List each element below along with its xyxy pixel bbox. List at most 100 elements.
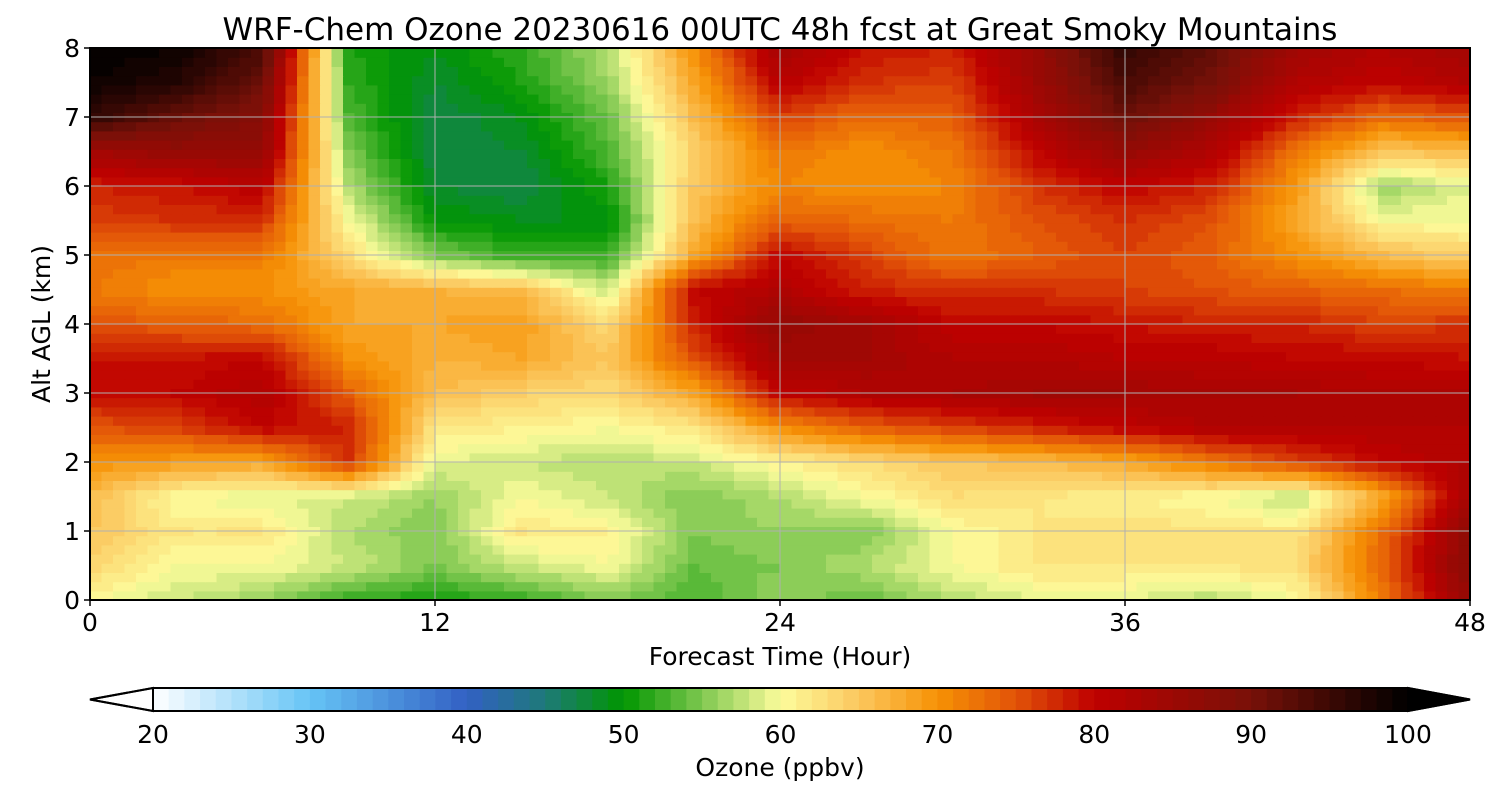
heatmap-cell	[1205, 452, 1218, 463]
heatmap-cell	[216, 590, 229, 601]
heatmap-cell	[366, 222, 379, 233]
heatmap-cell	[124, 360, 137, 371]
heatmap-cell	[1355, 416, 1368, 426]
heatmap-cell	[584, 287, 597, 297]
heatmap-cell	[1424, 222, 1437, 233]
heatmap-cell	[1389, 535, 1402, 546]
heatmap-cell	[1102, 296, 1115, 307]
heatmap-cell	[274, 443, 287, 454]
heatmap-cell	[1458, 278, 1471, 288]
heatmap-cell	[952, 452, 965, 463]
heatmap-cell	[676, 305, 689, 316]
heatmap-cell	[941, 572, 954, 583]
heatmap-cell	[1401, 360, 1414, 371]
heatmap-cell	[262, 296, 275, 307]
heatmap-cell	[1067, 563, 1080, 573]
heatmap-cell	[1320, 397, 1333, 408]
heatmap-cell	[941, 590, 954, 601]
heatmap-cell	[1148, 554, 1161, 564]
heatmap-cell	[1021, 370, 1034, 380]
heatmap-cell	[182, 287, 195, 297]
heatmap-cell	[527, 370, 540, 380]
heatmap-cell	[1102, 278, 1115, 288]
heatmap-cell	[251, 360, 264, 371]
heatmap-cell	[837, 287, 850, 297]
heatmap-cell	[1182, 360, 1195, 371]
heatmap-cell	[538, 314, 551, 325]
heatmap-cell	[1366, 351, 1379, 362]
heatmap-cell	[1320, 471, 1333, 481]
heatmap-cell	[550, 241, 563, 251]
heatmap-cell	[308, 222, 321, 233]
heatmap-cell	[1067, 397, 1080, 408]
heatmap-cell	[159, 213, 172, 224]
heatmap-cell	[538, 397, 551, 408]
heatmap-cell	[688, 535, 701, 546]
heatmap-cell	[1205, 351, 1218, 362]
heatmap-cell	[1447, 471, 1460, 481]
heatmap-cell	[1378, 480, 1391, 491]
heatmap-cell	[446, 406, 459, 417]
heatmap-cell	[1332, 416, 1345, 426]
heatmap-cell	[481, 287, 494, 297]
heatmap-cell	[481, 517, 494, 527]
heatmap-cell	[952, 471, 965, 481]
heatmap-cell	[688, 406, 701, 417]
heatmap-cell	[400, 563, 413, 573]
heatmap-cell	[1458, 434, 1471, 445]
heatmap-cell	[653, 489, 666, 500]
heatmap-cell	[159, 278, 172, 288]
heatmap-cell	[343, 305, 356, 316]
heatmap-cell	[734, 379, 747, 389]
heatmap-cell	[1056, 572, 1069, 583]
heatmap-cell	[515, 517, 528, 527]
heatmap-cell	[757, 259, 770, 270]
heatmap-cell	[1102, 489, 1115, 500]
heatmap-cell	[1412, 517, 1425, 527]
heatmap-cell	[1159, 406, 1172, 417]
heatmap-cell	[688, 379, 701, 389]
heatmap-cell	[400, 296, 413, 307]
heatmap-cell	[1274, 581, 1287, 592]
heatmap-cell	[584, 416, 597, 426]
heatmap-cell	[584, 452, 597, 463]
heatmap-cell	[262, 563, 275, 573]
heatmap-cell	[780, 563, 793, 573]
heatmap-cell	[343, 517, 356, 527]
heatmap-cell	[860, 296, 873, 307]
heatmap-cell	[400, 268, 413, 279]
heatmap-cell	[113, 544, 126, 555]
heatmap-cell	[1435, 554, 1448, 564]
heatmap-cell	[423, 425, 436, 435]
heatmap-cell	[619, 425, 632, 435]
heatmap-cell	[228, 397, 241, 408]
heatmap-cell	[1056, 278, 1069, 288]
heatmap-cell	[1148, 232, 1161, 242]
heatmap-cell	[1240, 425, 1253, 435]
heatmap-cell	[1182, 452, 1195, 463]
heatmap-cell	[193, 222, 206, 233]
heatmap-cell	[573, 462, 586, 472]
heatmap-cell	[435, 296, 448, 307]
heatmap-cell	[216, 452, 229, 463]
heatmap-cell	[803, 333, 816, 343]
heatmap-cell	[814, 452, 827, 463]
heatmap-cell	[998, 324, 1011, 334]
heatmap-cell	[883, 590, 896, 601]
heatmap-cell	[469, 480, 482, 491]
heatmap-cell	[906, 425, 919, 435]
heatmap-cell	[527, 333, 540, 343]
heatmap-cell	[596, 360, 609, 371]
heatmap-cell	[1458, 452, 1471, 463]
heatmap-cell	[1102, 517, 1115, 527]
heatmap-cell	[182, 324, 195, 334]
heatmap-cell	[1240, 278, 1253, 288]
heatmap-cell	[1205, 259, 1218, 270]
heatmap-cell	[1194, 544, 1207, 555]
heatmap-cell	[803, 370, 816, 380]
heatmap-cell	[573, 452, 586, 463]
heatmap-cell	[699, 480, 712, 491]
heatmap-cell	[228, 535, 241, 546]
heatmap-cell	[1412, 462, 1425, 472]
heatmap-cell	[515, 425, 528, 435]
